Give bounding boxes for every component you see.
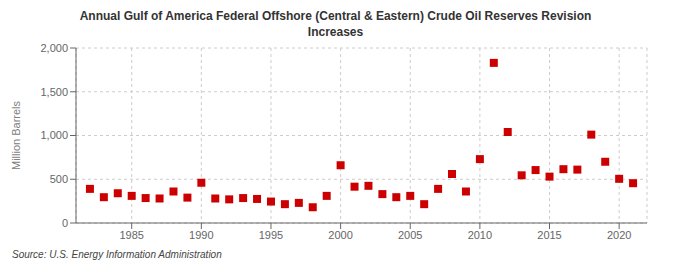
svg-text:Million Barrels: Million Barrels: [10, 100, 22, 170]
svg-text:2015: 2015: [537, 229, 561, 241]
svg-text:2005: 2005: [398, 229, 422, 241]
svg-text:1985: 1985: [119, 229, 143, 241]
html-text:Increases: Increases: [307, 25, 364, 39]
svg-text:500: 500: [50, 173, 68, 185]
svg-text:2020: 2020: [607, 229, 631, 241]
svg-text:1,000: 1,000: [40, 129, 68, 141]
svg-text:1990: 1990: [189, 229, 213, 241]
svg-text:2,000: 2,000: [40, 42, 68, 54]
svg-text:1995: 1995: [259, 229, 283, 241]
svg-text:2000: 2000: [328, 229, 352, 241]
svg-text:0: 0: [62, 217, 68, 229]
html-text:Annual Gulf of America Federal: Annual Gulf of America Federal Offshore …: [79, 9, 592, 23]
svg-text:1,500: 1,500: [40, 86, 68, 98]
html-text:Source: U.S. Energy Informatio: Source: U.S. Energy Information Administ…: [12, 249, 222, 260]
svg-text:2010: 2010: [468, 229, 492, 241]
